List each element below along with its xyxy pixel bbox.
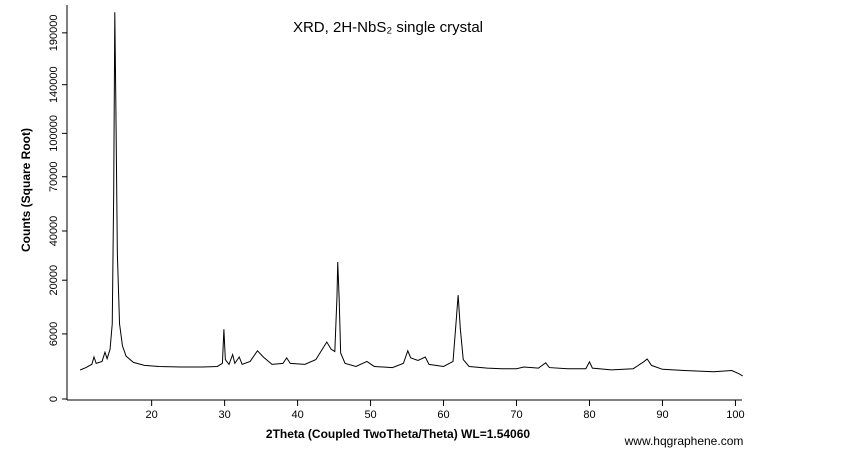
y-tick-label: 70000 [48,161,60,192]
x-axis-label: 2Theta (Coupled TwoTheta/Theta) WL=1.540… [266,427,530,441]
chart-title: XRD, 2H-NbS₂ single crystal [293,19,483,36]
watermark: www.hqgraphene.com [624,434,744,448]
y-tick-label: 100000 [48,115,60,152]
y-tick-label: 190000 [48,14,60,51]
x-tick-label: 70 [510,409,522,421]
x-tick-label: 40 [291,409,303,421]
x-tick-label: 50 [364,409,376,421]
y-tick-label: 140000 [48,66,60,103]
data-line [79,12,743,377]
x-tick-label: 20 [146,409,158,421]
y-tick-label: 40000 [48,216,60,247]
x-tick-label: 100 [726,409,744,421]
y-axis-label: Counts (Square Root) [19,128,33,252]
x-tick-label: 80 [583,409,595,421]
y-tick-label: 20000 [48,265,60,296]
x-tick-label: 30 [218,409,230,421]
y-tick-label: 0 [48,396,60,402]
x-tick-label: 60 [437,409,449,421]
x-tick-label: 90 [656,409,668,421]
y-tick-label: 6000 [48,322,60,346]
